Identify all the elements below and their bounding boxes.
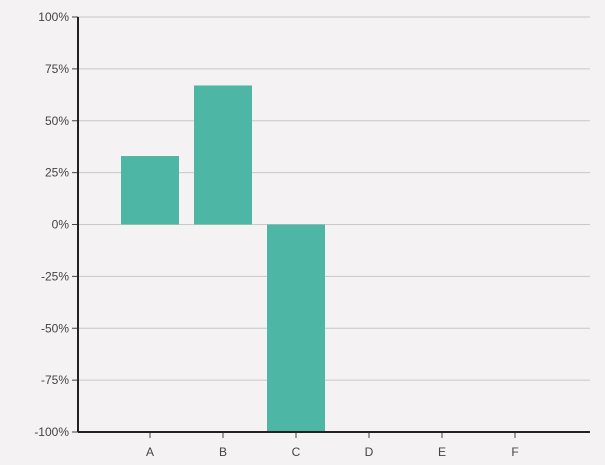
y-tick-label: 50% xyxy=(45,114,69,128)
x-tick-label: B xyxy=(219,445,227,459)
y-tick-label: -75% xyxy=(41,373,69,387)
bars xyxy=(121,85,325,432)
bar-c xyxy=(267,224,325,432)
y-tick-labels: -100% -75% -50% -25% 0% 25% 50% 75% 100% xyxy=(34,10,69,439)
y-tick-label: 25% xyxy=(45,166,69,180)
y-tick-label: -50% xyxy=(41,321,69,335)
bar-a xyxy=(121,156,179,225)
x-tick-label: E xyxy=(438,445,446,459)
y-tick-label: -100% xyxy=(34,425,69,439)
bar-b xyxy=(194,85,252,225)
x-tick-labels: A B C D E F xyxy=(146,445,519,459)
y-tick-label: 0% xyxy=(52,218,70,232)
x-tick-label: F xyxy=(511,445,518,459)
y-tick-label: 100% xyxy=(38,10,69,24)
y-tick-label: -25% xyxy=(41,269,69,283)
x-tick-label: A xyxy=(146,445,154,459)
axes xyxy=(72,16,590,438)
x-tick-label: C xyxy=(292,445,301,459)
x-tick-label: D xyxy=(365,445,374,459)
y-tick-label: 75% xyxy=(45,62,69,76)
